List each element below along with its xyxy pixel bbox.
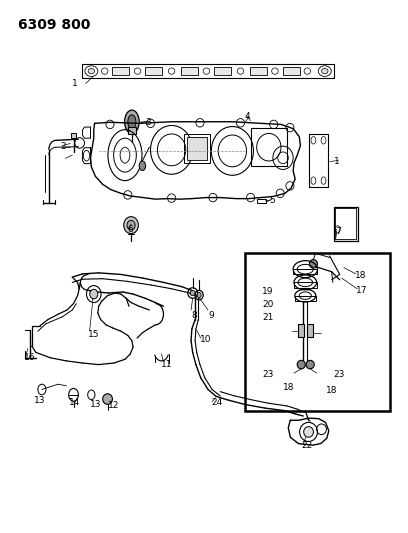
Text: 11: 11 — [162, 360, 173, 368]
Bar — [113, 67, 129, 75]
Text: 20: 20 — [262, 300, 274, 309]
Text: 7: 7 — [336, 227, 341, 236]
Bar — [128, 127, 136, 134]
Text: 2: 2 — [60, 142, 66, 151]
Text: 6309 800: 6309 800 — [18, 18, 90, 33]
Bar — [335, 208, 356, 239]
Ellipse shape — [309, 260, 317, 268]
Text: 10: 10 — [200, 335, 211, 344]
Ellipse shape — [103, 394, 113, 405]
Bar — [250, 67, 267, 75]
Bar — [214, 67, 231, 75]
Bar — [293, 269, 317, 274]
Text: 1: 1 — [72, 79, 78, 88]
Ellipse shape — [197, 293, 201, 298]
Text: 22: 22 — [301, 441, 313, 450]
Ellipse shape — [304, 426, 313, 437]
Text: 18: 18 — [355, 271, 366, 280]
Bar — [251, 127, 287, 166]
Text: 24: 24 — [211, 398, 222, 407]
Bar — [295, 296, 316, 301]
Text: 21: 21 — [262, 313, 274, 322]
Text: 9: 9 — [208, 311, 214, 320]
Ellipse shape — [322, 68, 328, 74]
Text: 15: 15 — [88, 330, 99, 339]
Text: 13: 13 — [34, 395, 45, 405]
Bar — [294, 282, 317, 288]
Ellipse shape — [297, 360, 305, 369]
Text: 3: 3 — [145, 118, 151, 127]
Bar — [283, 67, 299, 75]
Ellipse shape — [139, 161, 146, 171]
Text: 23: 23 — [262, 370, 274, 379]
Ellipse shape — [128, 115, 136, 128]
Bar — [181, 67, 198, 75]
Bar — [82, 64, 334, 78]
Text: 8: 8 — [191, 311, 197, 320]
Text: 18: 18 — [284, 383, 295, 392]
Text: 18: 18 — [326, 386, 337, 395]
Ellipse shape — [306, 360, 314, 369]
Bar — [187, 136, 207, 160]
Bar — [334, 207, 358, 241]
Bar — [306, 324, 313, 337]
Text: 6: 6 — [127, 225, 133, 234]
Text: 16: 16 — [24, 353, 35, 362]
Text: 1: 1 — [334, 157, 339, 166]
Text: 14: 14 — [69, 398, 80, 407]
Ellipse shape — [90, 289, 98, 299]
Ellipse shape — [124, 216, 138, 233]
Bar — [244, 253, 390, 411]
Text: 23: 23 — [334, 370, 345, 379]
Bar — [184, 134, 210, 163]
Bar — [145, 67, 162, 75]
Ellipse shape — [190, 290, 195, 296]
Ellipse shape — [88, 68, 95, 74]
Bar — [298, 324, 304, 337]
Text: 17: 17 — [356, 286, 368, 295]
Text: 19: 19 — [262, 287, 274, 296]
Bar — [257, 199, 266, 203]
Ellipse shape — [124, 110, 139, 133]
Text: 12: 12 — [108, 401, 119, 410]
Text: 13: 13 — [90, 400, 101, 409]
Bar — [71, 133, 76, 138]
Text: 5: 5 — [269, 196, 275, 205]
Ellipse shape — [127, 220, 135, 230]
Text: 4: 4 — [244, 112, 250, 122]
